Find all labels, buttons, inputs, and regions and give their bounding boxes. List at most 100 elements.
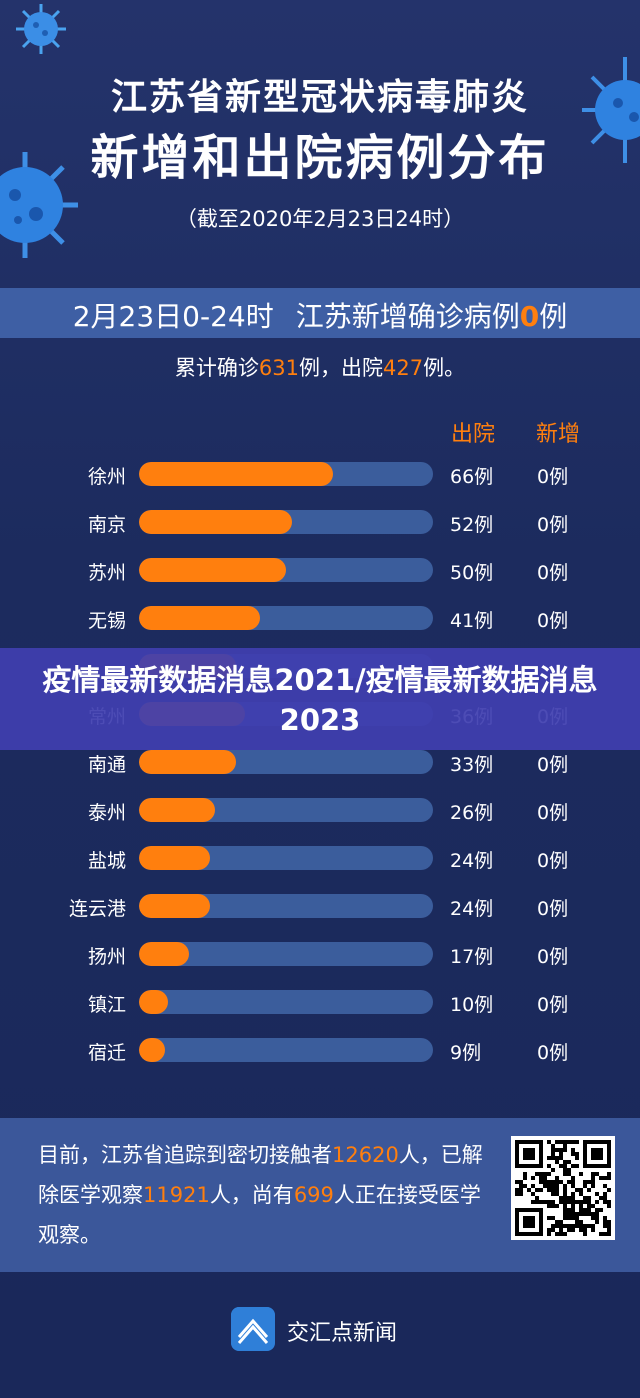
contacts-p1: 目前，江苏省追踪到密切接触者 (38, 1143, 332, 1167)
column-header-new: 新增 (536, 422, 581, 447)
city-label: 苏州 (87, 562, 126, 584)
summary-mid: 例，出院 (299, 356, 383, 380)
bar-row: 苏州 50例 0例 (0, 546, 640, 594)
date-subtitle: （截至2020年2月23日24时） (175, 207, 465, 231)
virus-icon (0, 152, 78, 258)
bar-row: 扬州 17例 0例 (0, 930, 640, 978)
new-value: 0例 (537, 946, 569, 968)
new-value: 0例 (537, 754, 569, 776)
bar-fill (139, 894, 210, 918)
new-value: 0例 (537, 850, 569, 872)
bar-fill (139, 1038, 165, 1062)
new-value: 0例 (537, 898, 569, 920)
band-new-count: 0 (519, 300, 540, 333)
bar-row: 南通 33例 0例 (0, 738, 640, 786)
discharged-value: 17例 (450, 946, 494, 968)
contacts-p4: 人正在接受医学观察。 (38, 1183, 481, 1247)
band-suffix: 例 (539, 300, 568, 333)
title-line1: 江苏省新型冠状病毒肺炎 (110, 76, 529, 118)
city-label: 扬州 (87, 946, 126, 968)
contacts-p3: 人，尚有 (209, 1183, 294, 1207)
cumulative-summary: 累计确诊631例，出院427例。 (0, 352, 640, 382)
overlay-banner (0, 648, 640, 750)
bar-track (139, 990, 433, 1014)
bar-row: 镇江 10例 0例 (0, 978, 640, 1026)
bar-row: 徐州 66例 0例 (0, 450, 640, 498)
discharged-value: 66例 (450, 466, 494, 488)
bar-track (139, 462, 433, 486)
discharged-value: 41例 (450, 610, 494, 632)
band-period: 2月23日0-24时 (72, 300, 274, 333)
overlay-banner-text: 疫情最新数据消息2021/疫情最新数据消息2023 (42, 663, 598, 737)
bar-row: 连云港 24例 0例 (0, 882, 640, 930)
bar-track (139, 846, 433, 870)
summary-prefix: 累计确诊 (174, 356, 259, 380)
band-label: 江苏新增确诊病例 (295, 300, 520, 333)
city-label: 镇江 (87, 994, 126, 1016)
confirmed-count: 631 (258, 356, 299, 380)
bar-fill (139, 798, 215, 822)
bar-track (139, 606, 433, 630)
bar-row: 南京 52例 0例 (0, 498, 640, 546)
bar-row: 盐城 24例 0例 (0, 834, 640, 882)
bar-track (139, 750, 433, 774)
bar-track (139, 798, 433, 822)
bar-fill (139, 558, 286, 582)
discharged-value: 10例 (450, 994, 494, 1016)
new-value: 0例 (537, 994, 569, 1016)
discharged-value: 50例 (450, 562, 494, 584)
brand-logo-icon (231, 1307, 275, 1351)
virus-icon (16, 4, 66, 54)
qr-code[interactable] (511, 1136, 615, 1240)
bar-fill (139, 846, 210, 870)
city-label: 徐州 (87, 466, 126, 488)
new-value: 0例 (537, 466, 569, 488)
bar-track (139, 558, 433, 582)
brand-name: 交汇点新闻 (287, 1321, 398, 1346)
city-label: 南京 (87, 514, 126, 536)
daily-band (0, 288, 640, 338)
discharged-count: 427 (383, 356, 424, 380)
bar-row: 宿迁 9例 0例 (0, 1026, 640, 1074)
remaining-count: 699 (293, 1183, 334, 1207)
new-value: 0例 (537, 562, 569, 584)
discharged-value: 52例 (450, 514, 494, 536)
contacts-p2: 人，已解除医学观察 (38, 1143, 483, 1207)
bar-track (139, 942, 433, 966)
daily-band-text: 2月23日0-24时 江苏新增确诊病例0例 (0, 295, 640, 335)
new-value: 0例 (537, 514, 569, 536)
discharged-value: 26例 (450, 802, 494, 824)
title-line2: 新增和出院病例分布 (90, 130, 550, 186)
bar-row: 无锡 41例 0例 (0, 594, 640, 642)
bar-row: 泰州 26例 0例 (0, 786, 640, 834)
bar-track (139, 510, 433, 534)
city-label: 泰州 (87, 802, 126, 824)
released-count: 11921 (143, 1183, 210, 1207)
bar-fill (139, 462, 333, 486)
discharged-value: 33例 (450, 754, 494, 776)
city-label: 无锡 (87, 610, 126, 632)
bar-fill (139, 606, 260, 630)
bar-track (139, 1038, 433, 1062)
contacts-text: 目前，江苏省追踪到密切接触者12620人，已解除医学观察11921人，尚有699… (38, 1135, 498, 1255)
discharged-value: 24例 (450, 898, 494, 920)
bar-fill (139, 510, 292, 534)
bar-fill (139, 750, 236, 774)
city-label: 连云港 (68, 898, 126, 920)
summary-suffix: 例。 (423, 356, 466, 380)
discharged-value: 24例 (450, 850, 494, 872)
close-contacts-count: 12620 (332, 1143, 399, 1167)
virus-icon (582, 57, 640, 163)
city-label: 盐城 (87, 850, 126, 872)
new-value: 0例 (537, 802, 569, 824)
city-label: 宿迁 (87, 1042, 126, 1064)
column-header-discharged: 出院 (451, 422, 496, 447)
bar-fill (139, 990, 168, 1014)
discharged-value: 9例 (450, 1042, 482, 1064)
new-value: 0例 (537, 1042, 569, 1064)
city-label: 南通 (87, 754, 126, 776)
bar-fill (139, 942, 189, 966)
new-value: 0例 (537, 610, 569, 632)
bar-track (139, 894, 433, 918)
